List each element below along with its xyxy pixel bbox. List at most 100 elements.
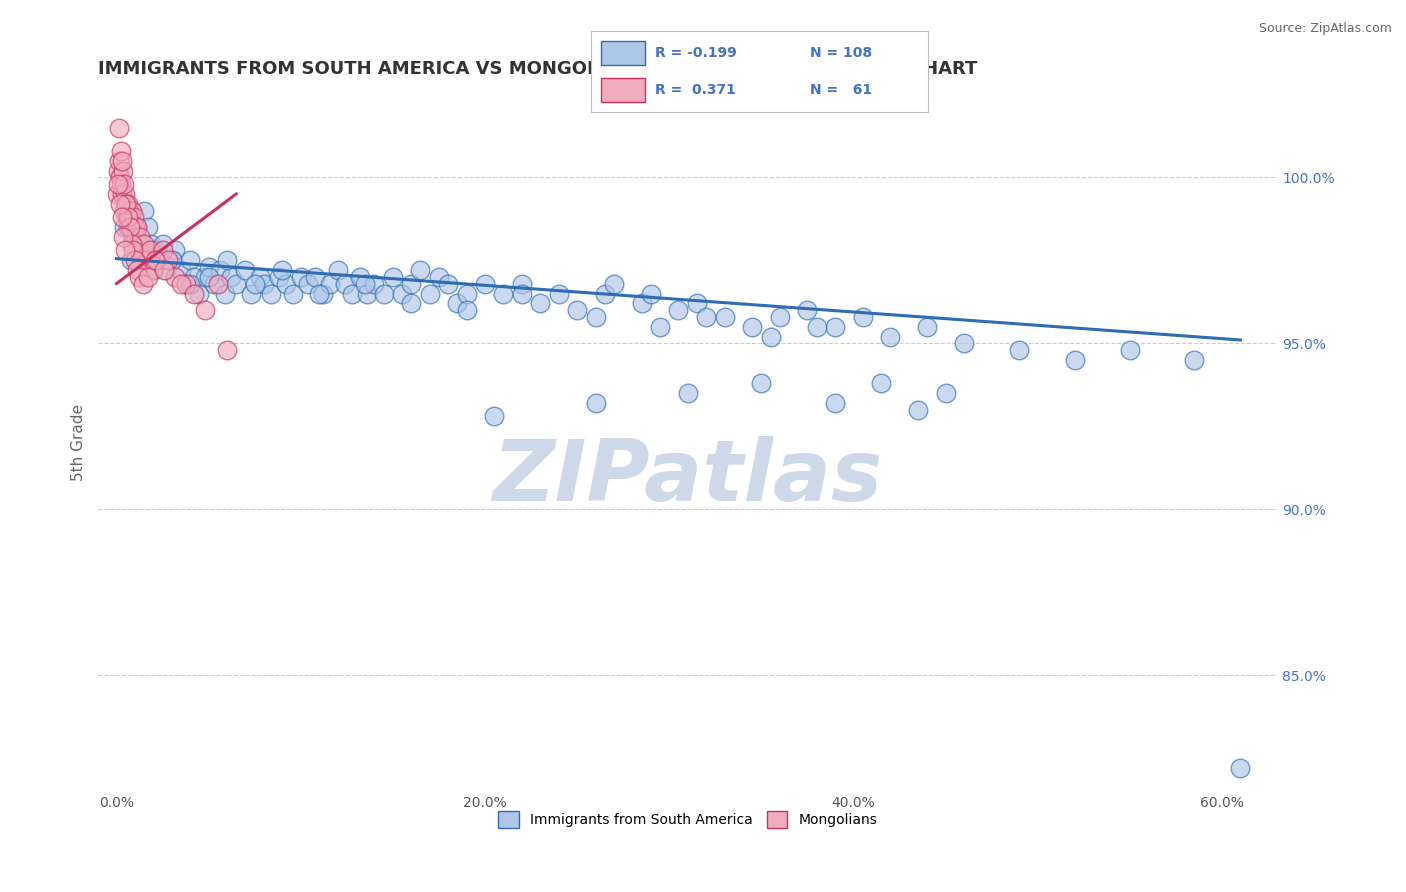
Point — [260, 286, 283, 301]
Point — [127, 236, 149, 251]
Point — [165, 269, 187, 284]
Point — [142, 263, 165, 277]
Point — [152, 236, 174, 251]
Point — [124, 230, 146, 244]
Point — [135, 253, 157, 268]
Point — [194, 303, 217, 318]
Point — [143, 244, 166, 258]
Point — [132, 203, 155, 218]
Text: IMMIGRANTS FROM SOUTH AMERICA VS MONGOLIAN 5TH GRADE CORRELATION CHART: IMMIGRANTS FROM SOUTH AMERICA VS MONGOLI… — [98, 60, 977, 78]
Point — [118, 220, 141, 235]
Point — [381, 269, 404, 284]
Point — [132, 244, 155, 258]
Point — [676, 386, 699, 401]
Text: Source: ZipAtlas.com: Source: ZipAtlas.com — [1258, 22, 1392, 36]
Point — [120, 253, 142, 268]
Point — [120, 211, 142, 225]
Point — [695, 310, 717, 324]
Point — [208, 263, 231, 277]
Point — [427, 269, 450, 284]
Point — [142, 263, 165, 277]
Point — [117, 211, 139, 225]
Point — [437, 277, 460, 291]
Point — [391, 286, 413, 301]
Point — [132, 277, 155, 291]
Point — [124, 253, 146, 268]
Point — [128, 269, 150, 284]
Point — [363, 277, 385, 291]
Point — [115, 197, 138, 211]
Point — [183, 286, 205, 301]
Point — [128, 244, 150, 258]
Point — [686, 296, 709, 310]
Point — [107, 177, 129, 191]
Point — [401, 296, 423, 310]
Point — [870, 376, 893, 391]
Text: ZIPatlas: ZIPatlas — [492, 436, 883, 519]
Point — [326, 263, 349, 277]
Point — [146, 253, 169, 268]
Point — [283, 286, 305, 301]
Point — [122, 244, 145, 258]
Point — [806, 319, 828, 334]
Point — [668, 303, 690, 318]
Point — [953, 336, 976, 351]
Point — [138, 244, 160, 258]
Point — [1229, 761, 1251, 775]
Text: N = 108: N = 108 — [810, 45, 872, 60]
Point — [603, 277, 626, 291]
Point — [127, 263, 149, 277]
Point — [120, 220, 142, 235]
Point — [117, 211, 139, 225]
Point — [356, 286, 378, 301]
Point — [409, 263, 432, 277]
Point — [179, 277, 201, 291]
Point — [112, 230, 135, 244]
Point — [565, 303, 588, 318]
Point — [112, 220, 135, 235]
Point — [249, 269, 271, 284]
Point — [456, 286, 478, 301]
Point — [219, 269, 242, 284]
Point — [118, 203, 141, 218]
Point — [240, 286, 263, 301]
Point — [125, 230, 148, 244]
Point — [155, 263, 177, 277]
Point — [124, 220, 146, 235]
Point — [117, 197, 139, 211]
Point — [593, 286, 616, 301]
Point — [152, 244, 174, 258]
Point — [759, 329, 782, 343]
Point — [215, 343, 238, 357]
Point — [529, 296, 551, 310]
Point — [648, 319, 671, 334]
Point — [132, 236, 155, 251]
Point — [354, 277, 377, 291]
Point — [214, 286, 236, 301]
Point — [243, 277, 266, 291]
Point — [202, 277, 225, 291]
Point — [129, 230, 152, 244]
Point — [401, 277, 423, 291]
Point — [510, 277, 533, 291]
Point — [308, 286, 330, 301]
Point — [207, 277, 229, 291]
Point — [253, 277, 276, 291]
Point — [640, 286, 662, 301]
Point — [112, 203, 135, 218]
Point — [824, 319, 846, 334]
Legend: Immigrants from South America, Mongolians: Immigrants from South America, Mongolian… — [492, 805, 883, 833]
Text: N =   61: N = 61 — [810, 83, 872, 97]
Point — [125, 220, 148, 235]
Point — [1063, 352, 1085, 367]
Point — [769, 310, 792, 324]
Point — [107, 163, 129, 178]
Text: R = -0.199: R = -0.199 — [655, 45, 737, 60]
Point — [114, 197, 136, 211]
Point — [235, 263, 257, 277]
Point — [179, 253, 201, 268]
Point — [342, 286, 364, 301]
Text: R =  0.371: R = 0.371 — [655, 83, 735, 97]
Point — [197, 260, 219, 274]
Point — [474, 277, 496, 291]
